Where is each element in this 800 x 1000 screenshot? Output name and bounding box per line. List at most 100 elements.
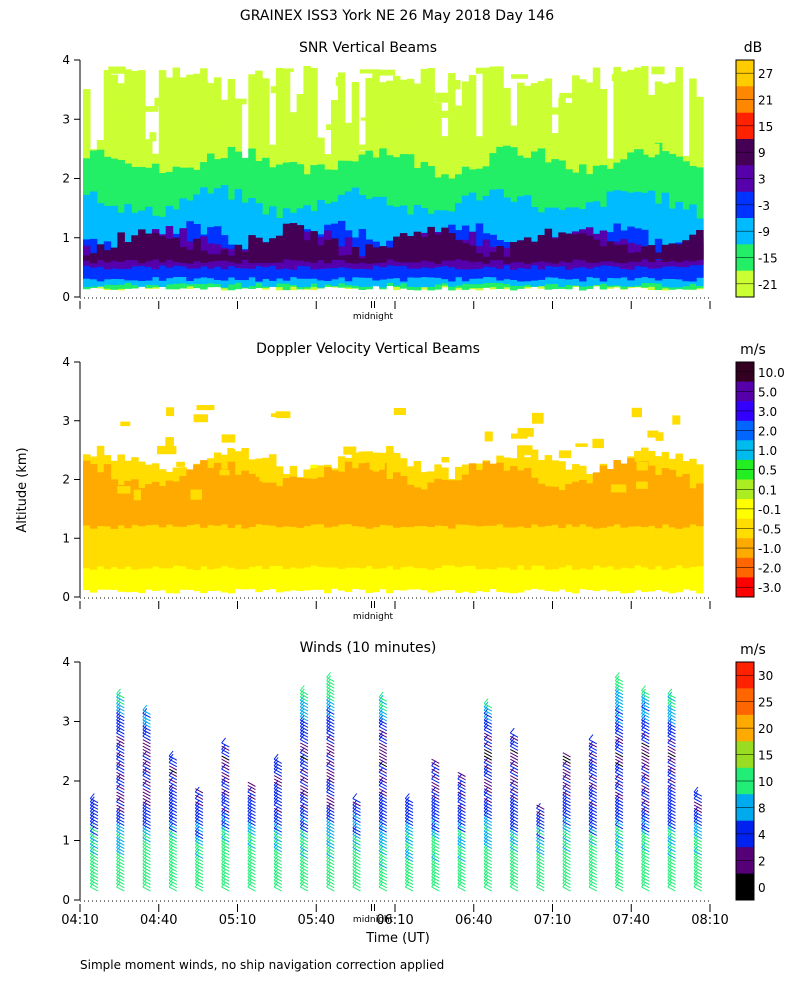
wind-barb [405,856,414,863]
wind-barb [221,798,230,804]
wind-barb [247,824,256,830]
field-cell [89,464,98,529]
wind-barb [457,834,466,840]
field-patch [558,450,572,459]
x-tick-label: 06:10 [376,913,413,928]
colorbar-label: -0.5 [758,522,781,536]
wind-barb [326,693,335,699]
wind-barb [116,856,125,863]
field-cell [406,484,415,528]
wind-barb [457,847,466,853]
wind-barb [641,742,650,748]
wind-barb [378,830,388,836]
field-cell [675,244,683,263]
field-cell [303,240,311,262]
wind-barb [510,778,519,784]
wind-barb [588,870,598,876]
wind-barb [326,801,335,807]
wind-barb [483,863,493,869]
field-cell [151,481,160,525]
wind-barb [116,850,125,856]
wind-barb [142,814,151,820]
panel-title: SNR Vertical Beams [299,40,437,56]
wind-barb [588,771,598,777]
wind-barb [510,804,519,810]
wind-barb [667,798,676,804]
field-cell [482,461,491,526]
field-cell [503,197,511,284]
wind-barb [195,873,204,879]
wind-barb [247,804,256,810]
wind-barb [326,709,335,715]
wind-barb [195,853,204,859]
wind-barb [116,873,125,879]
wind-barb [615,883,624,889]
field-cell [241,251,249,260]
wind-barb [90,798,99,804]
wind-barb [641,722,650,728]
wind-barb-flag [667,688,673,695]
wind-barb [300,699,309,705]
wind-barb [667,712,676,719]
wind-barb [378,837,388,843]
wind-barb [562,758,571,764]
wind-barb [588,837,598,843]
field-cell [275,235,284,263]
field-cell [592,239,601,263]
field-patch [164,117,175,125]
wind-barb [562,811,571,817]
wind-barb [615,768,624,774]
wind-barb [405,843,414,849]
wind-barb [483,850,493,856]
wind-barb [142,781,151,787]
wind-barb [615,716,624,722]
field-cell [475,253,484,262]
wind-barb [562,840,571,846]
field-cell [606,241,615,262]
wind-barb [195,866,204,872]
field-cell [158,236,167,263]
wind-barb [510,755,519,761]
field-patch [643,100,653,109]
wind-barb [326,768,335,774]
wind-barb [615,745,624,751]
wind-barb [588,863,598,869]
wind-barb [326,778,335,784]
wind-barb [195,814,204,820]
colorbar-label: 3.0 [758,405,777,419]
wind-barb [667,820,676,827]
wind-barb [562,824,571,830]
wind-barb [326,804,335,810]
wind-barb [195,847,204,853]
wind-barb [378,840,388,846]
wind-barb [588,820,598,827]
wind-barb [195,870,204,876]
wind-barb [326,680,335,686]
wind-barb [142,863,151,869]
wind-barb [615,781,624,787]
wind-barb [168,856,178,863]
wind-barb [142,722,151,728]
field-patch [227,448,234,455]
wind-barb [378,703,388,709]
wind-barb [615,686,624,692]
wind-barb [300,690,309,696]
field-cell [234,189,243,283]
y-tick-label: 3 [62,112,70,126]
wind-barb [457,811,466,817]
wind-barb [693,876,703,882]
wind-barb [510,762,519,768]
field-patch [378,452,396,460]
wind-barb [378,788,388,794]
wind-barb [641,883,650,889]
wind-barb [483,814,493,820]
wind-barb [615,850,624,856]
y-tick-label: 2 [62,774,70,788]
wind-barb [483,883,493,889]
wind-barb [116,811,125,817]
field-cell [489,252,497,261]
field-patch [636,461,648,471]
wind-barb [142,716,151,722]
wind-barb [247,873,256,879]
wind-barb [615,860,624,866]
